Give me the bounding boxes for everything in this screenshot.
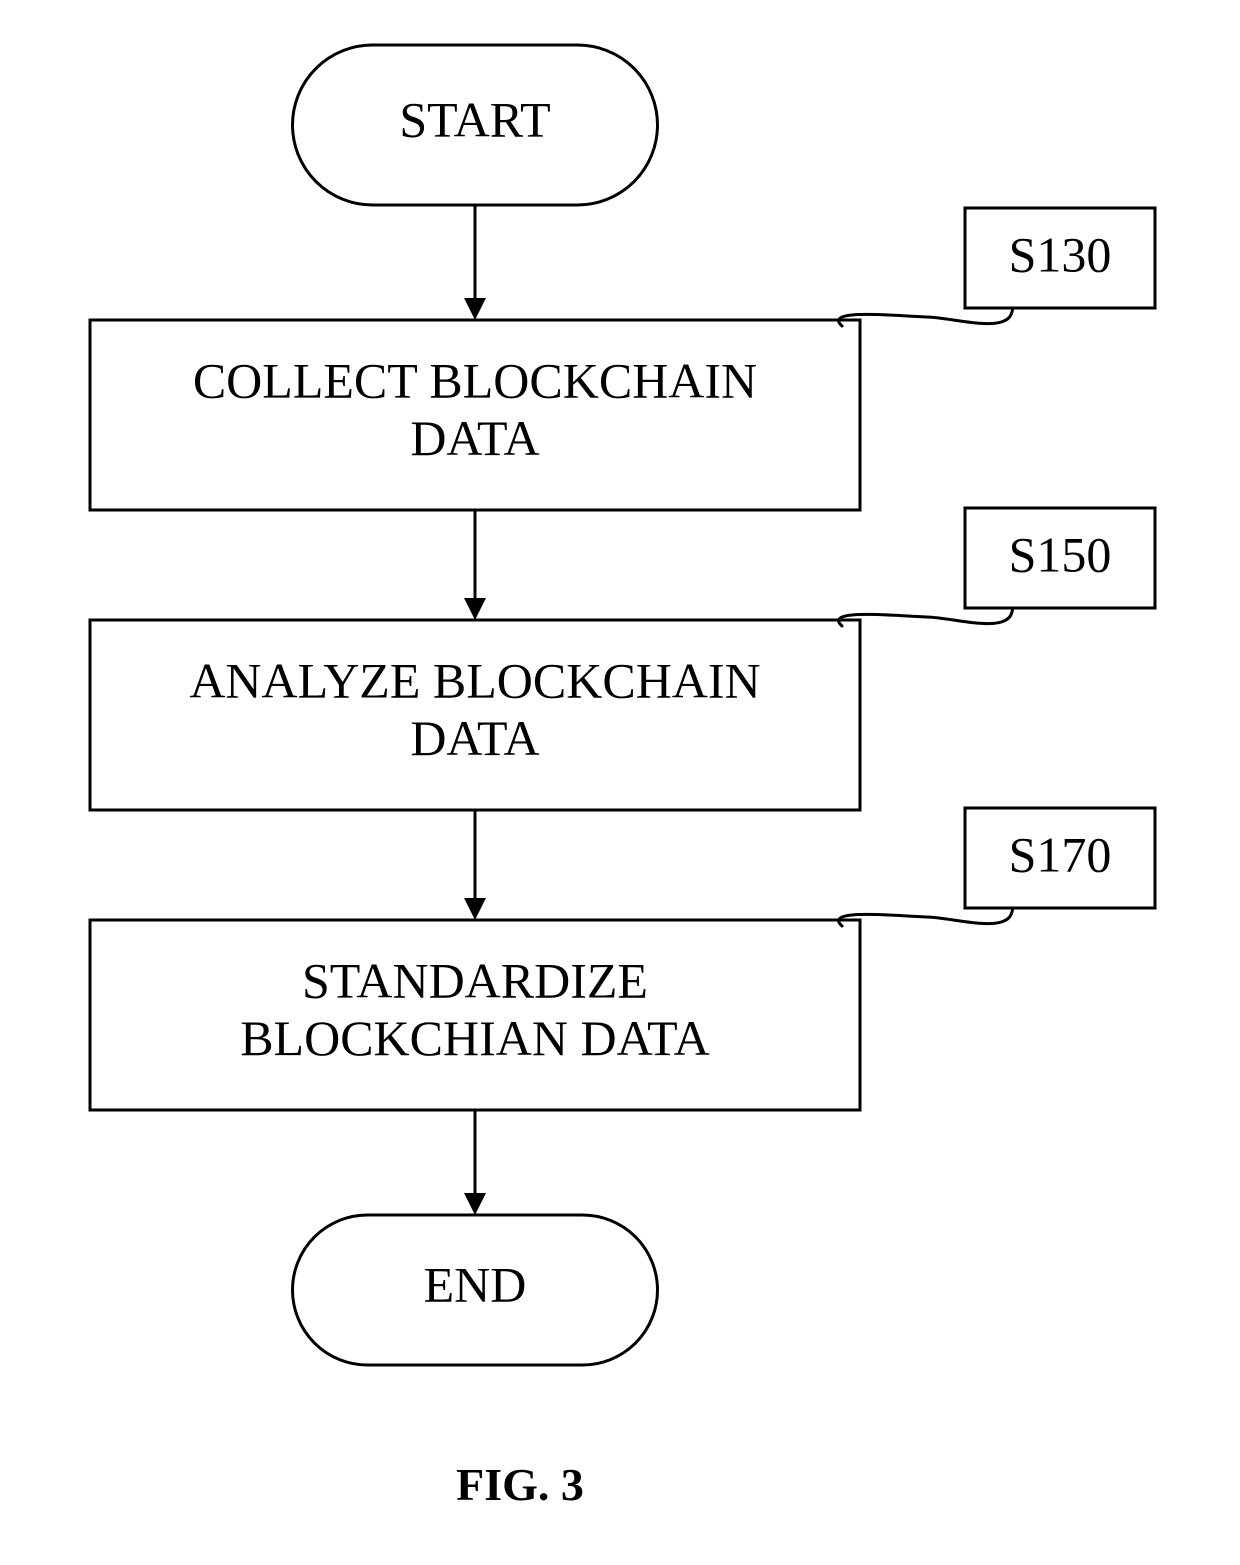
flow-node-collect: COLLECT BLOCKCHAINDATA — [90, 320, 860, 510]
flow-node-label: STANDARDIZE — [302, 953, 648, 1009]
step-label-text: S150 — [1009, 526, 1112, 582]
flow-node-label: COLLECT BLOCKCHAIN — [193, 353, 757, 409]
flow-node-end: END — [293, 1215, 658, 1365]
flow-node-analyze: ANALYZE BLOCKCHAINDATA — [90, 620, 860, 810]
arrowhead-icon — [464, 298, 486, 320]
flow-node-start: START — [293, 45, 658, 205]
flow-node-label: ANALYZE BLOCKCHAIN — [189, 653, 760, 709]
step-label-text: S130 — [1009, 226, 1112, 282]
step-label-text: S170 — [1009, 826, 1112, 882]
step-label-S130: S130 — [839, 208, 1155, 326]
step-connector — [839, 308, 1013, 326]
flowchart-svg: STARTCOLLECT BLOCKCHAINDATAANALYZE BLOCK… — [0, 0, 1240, 1565]
flow-node-label: END — [424, 1256, 527, 1312]
step-label-S150: S150 — [839, 508, 1155, 626]
flow-node-label: START — [399, 91, 550, 147]
arrowhead-icon — [464, 1193, 486, 1215]
step-connector — [839, 608, 1013, 626]
arrowhead-icon — [464, 898, 486, 920]
flow-node-label: DATA — [410, 710, 539, 766]
figure-caption: FIG. 3 — [456, 1459, 584, 1510]
step-connector — [839, 908, 1013, 926]
arrowhead-icon — [464, 598, 486, 620]
flow-node-label: DATA — [410, 410, 539, 466]
flow-node-label: BLOCKCHIAN DATA — [240, 1010, 710, 1066]
flow-node-std: STANDARDIZEBLOCKCHIAN DATA — [90, 920, 860, 1110]
step-label-S170: S170 — [839, 808, 1155, 926]
